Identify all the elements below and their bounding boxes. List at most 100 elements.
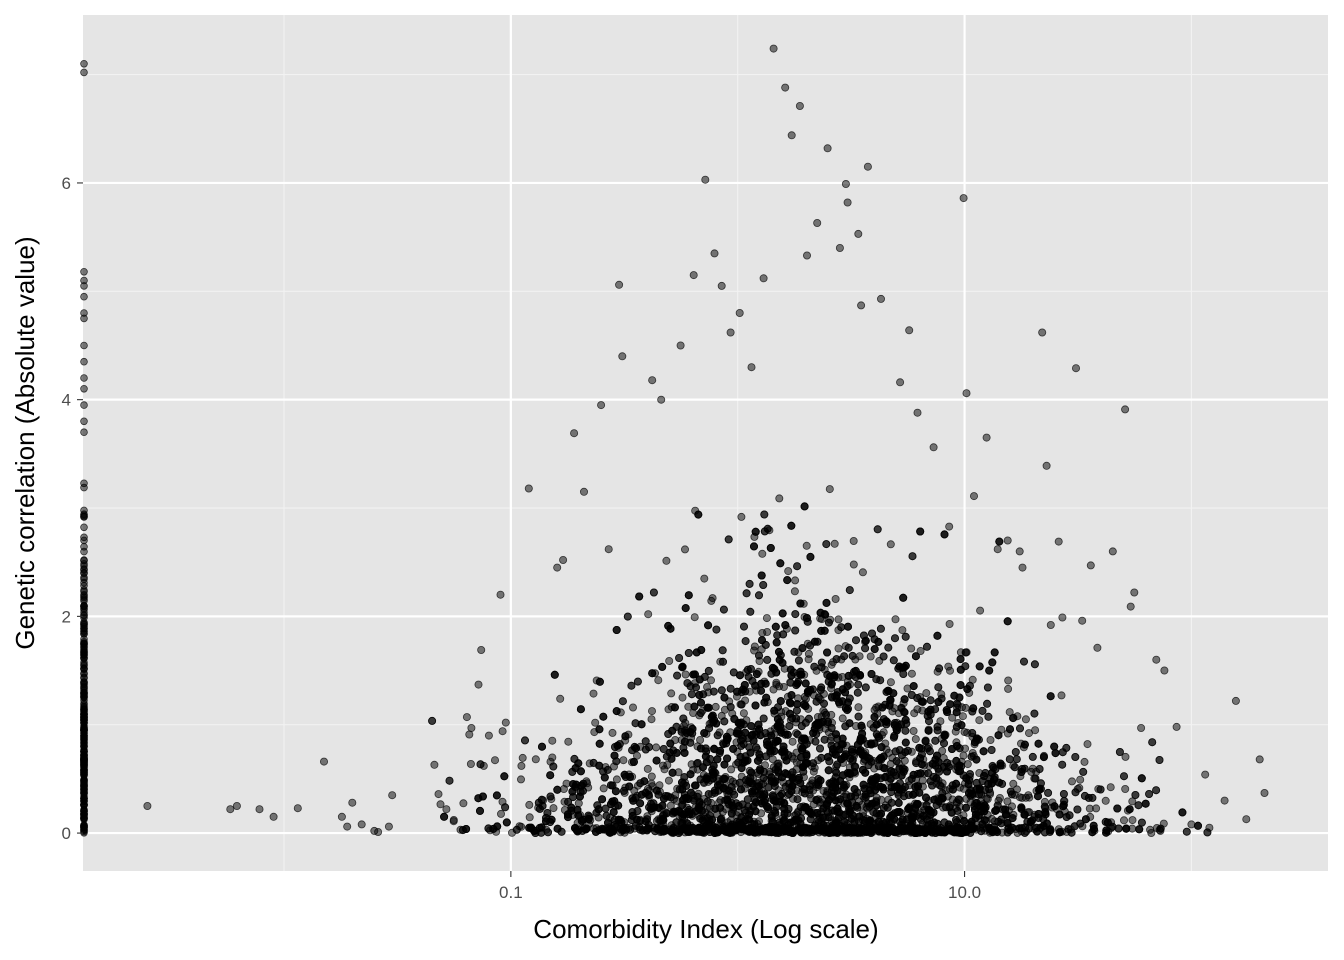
data-point: [1041, 810, 1050, 819]
data-point: [465, 730, 474, 739]
data-point: [907, 669, 916, 678]
data-point: [442, 805, 451, 814]
data-point: [1044, 788, 1053, 797]
data-point: [758, 636, 767, 645]
data-point: [589, 689, 598, 698]
data-point: [915, 788, 924, 797]
data-point: [143, 802, 152, 811]
data-point: [1093, 643, 1102, 652]
data-point: [809, 759, 818, 768]
data-point: [978, 706, 987, 715]
data-point: [828, 783, 837, 792]
data-point: [1108, 547, 1117, 556]
data-point: [934, 683, 943, 692]
data-point: [952, 708, 961, 717]
data-point: [743, 795, 752, 804]
data-point: [879, 652, 888, 661]
data-point: [564, 813, 573, 822]
data-point: [961, 703, 970, 712]
data-point: [1126, 602, 1135, 611]
data-point: [921, 829, 930, 838]
data-point: [684, 591, 693, 600]
data-point: [734, 801, 743, 810]
data-point: [597, 401, 606, 410]
data-point: [549, 804, 558, 813]
data-point: [800, 734, 809, 743]
data-point: [1035, 765, 1044, 774]
data-point: [810, 662, 819, 671]
data-point: [690, 613, 699, 622]
data-point: [1028, 752, 1037, 761]
data-point: [904, 805, 913, 814]
data-point: [668, 768, 677, 777]
data-point: [834, 644, 843, 653]
data-point: [641, 745, 650, 754]
data-point: [956, 665, 965, 674]
data-point: [659, 745, 668, 754]
data-point: [793, 730, 802, 739]
data-point: [832, 691, 841, 700]
data-point: [844, 643, 853, 652]
data-point: [940, 739, 949, 748]
data-point: [1068, 777, 1077, 786]
data-point: [1137, 724, 1146, 733]
data-point: [1015, 547, 1024, 556]
data-point: [1147, 829, 1156, 838]
data-point: [627, 681, 636, 690]
data-point: [1021, 715, 1030, 724]
data-point: [752, 743, 761, 752]
data-point: [667, 689, 676, 698]
data-point: [823, 144, 832, 153]
data-point: [580, 487, 589, 496]
data-point: [945, 522, 954, 531]
data-point: [986, 736, 995, 745]
data-point: [548, 736, 557, 745]
data-point: [891, 634, 900, 643]
data-point: [717, 686, 726, 695]
data-point: [604, 818, 613, 827]
data-point: [574, 799, 583, 808]
data-point: [428, 716, 437, 725]
data-point: [711, 804, 720, 813]
data-point: [769, 44, 778, 53]
data-point: [933, 726, 942, 735]
data-point: [820, 699, 829, 708]
data-point: [484, 731, 493, 740]
data-point: [924, 769, 933, 778]
data-point: [898, 815, 907, 824]
data-point: [1121, 785, 1130, 794]
data-point: [637, 720, 646, 729]
data-point: [705, 724, 714, 733]
data-point: [735, 308, 744, 317]
data-point: [929, 443, 938, 452]
data-point: [609, 808, 618, 817]
data-point: [571, 824, 580, 833]
data-point: [1080, 791, 1089, 800]
data-point: [895, 764, 904, 773]
data-point: [850, 785, 859, 794]
data-point: [711, 702, 720, 711]
data-point: [680, 748, 689, 757]
data-point: [823, 648, 832, 657]
data-point: [783, 576, 792, 585]
data-point: [1201, 770, 1210, 779]
data-point: [629, 703, 638, 712]
data-point: [517, 761, 526, 770]
data-point: [635, 823, 644, 832]
data-point: [814, 693, 823, 702]
data-point: [933, 751, 942, 760]
data-point: [911, 652, 920, 661]
data-point: [1078, 616, 1087, 625]
data-point: [819, 821, 828, 830]
data-point: [822, 710, 831, 719]
data-point: [831, 595, 840, 604]
data-point: [707, 676, 716, 685]
data-point: [701, 175, 710, 184]
data-point: [657, 395, 666, 404]
data-point: [690, 702, 699, 711]
data-point: [521, 736, 530, 745]
data-point: [788, 737, 797, 746]
data-point: [887, 798, 896, 807]
data-point: [462, 713, 471, 722]
data-point: [475, 806, 484, 815]
